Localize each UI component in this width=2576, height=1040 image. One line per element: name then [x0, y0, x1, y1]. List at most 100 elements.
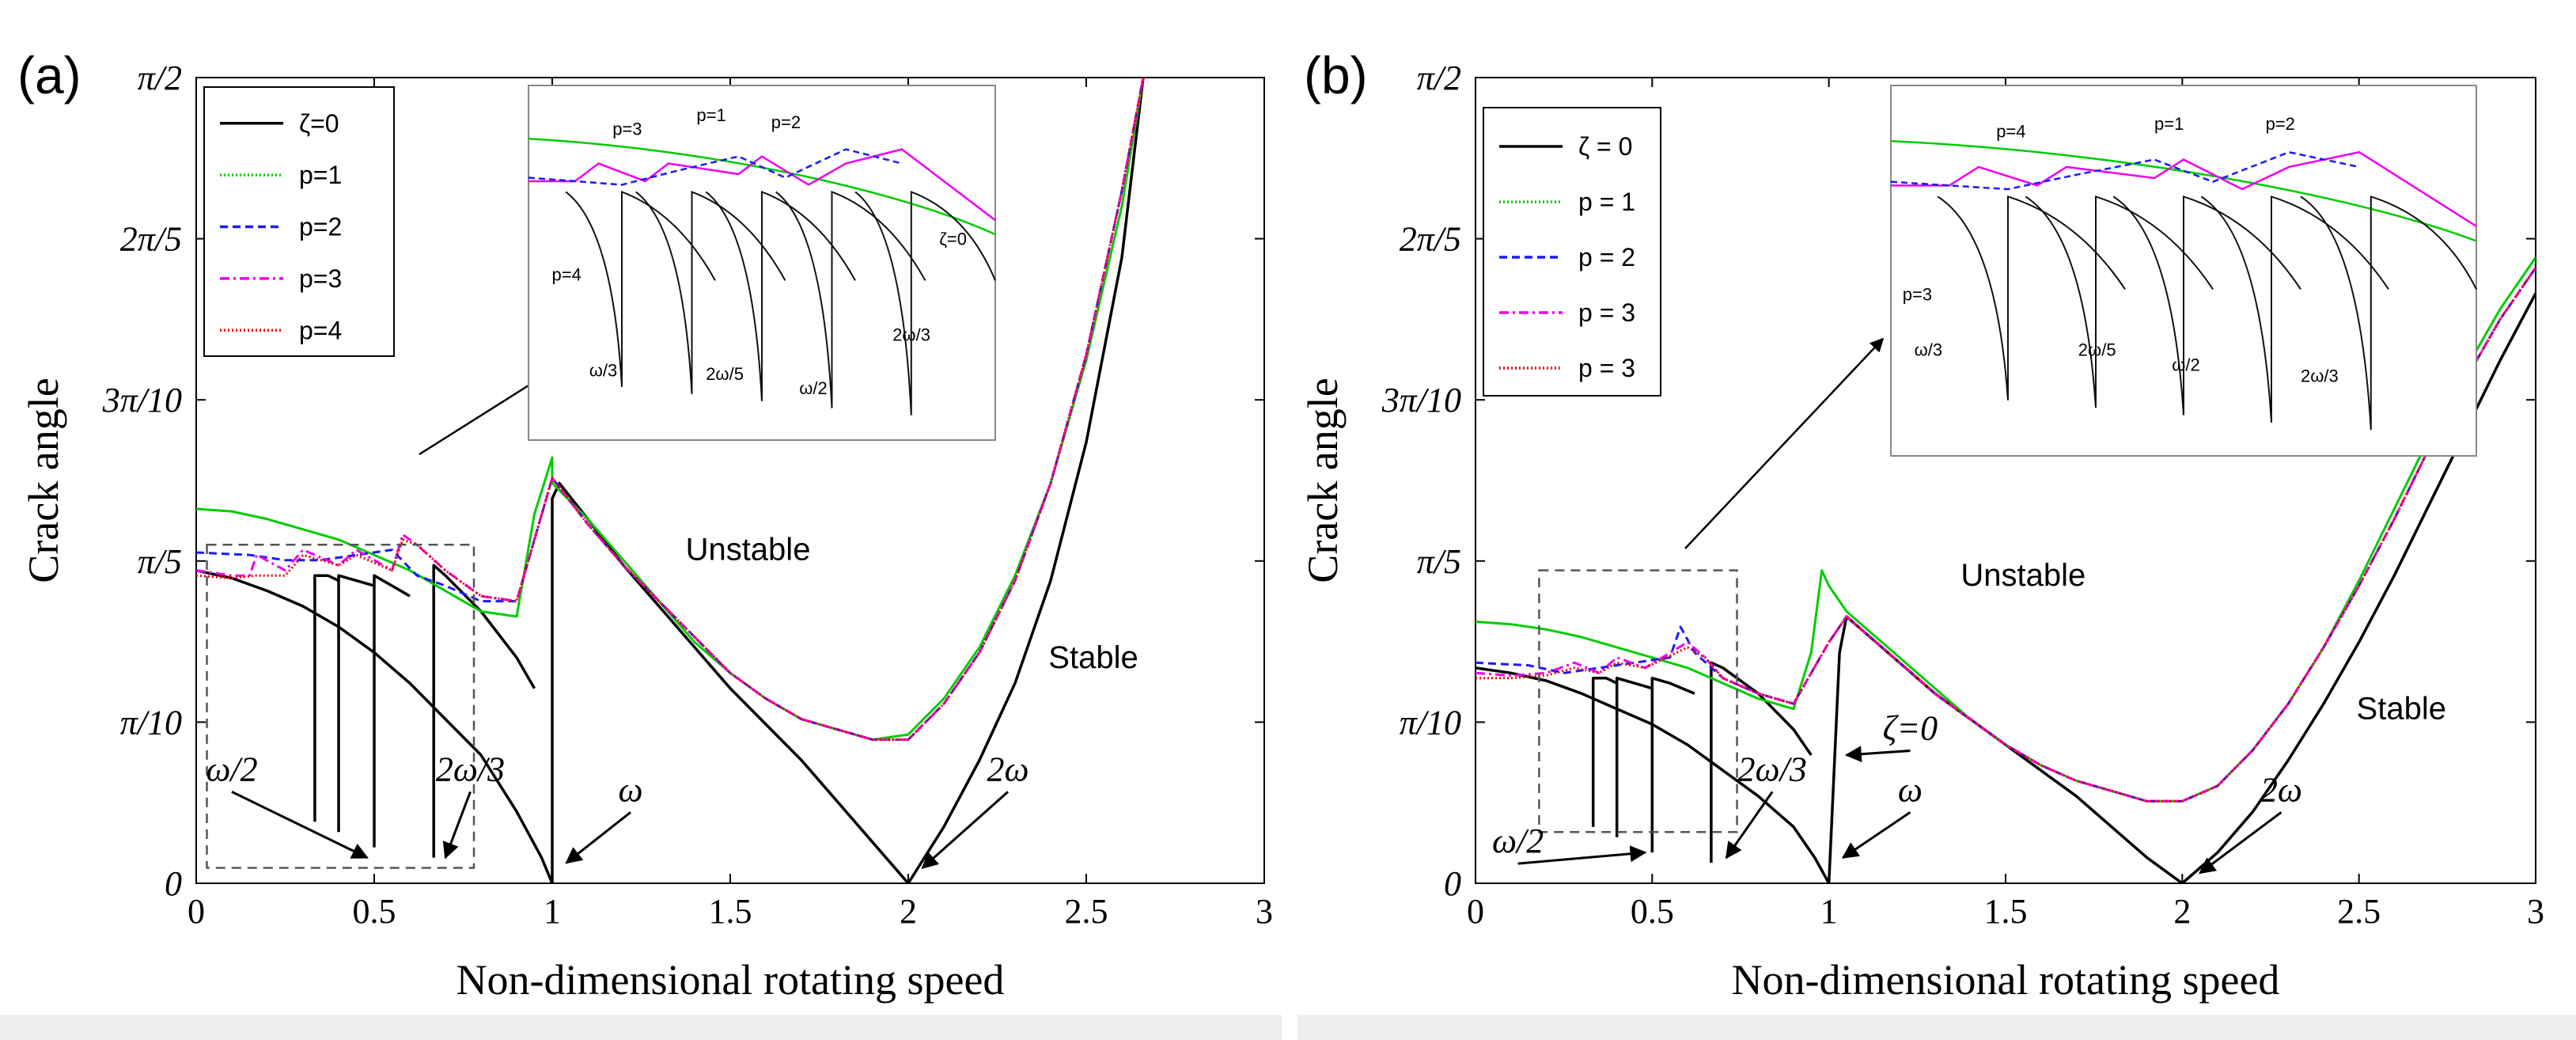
inset-label: 2ω/3 [2301, 366, 2339, 385]
zoom-arrow [1684, 337, 1885, 549]
annotation-label: ω [1898, 770, 1923, 809]
annotation-arrow [1844, 746, 1911, 763]
x-tick-label: 3 [1256, 892, 1273, 931]
y-axis-label: Crack angle [20, 378, 67, 583]
legend-label: p = 3 [1578, 354, 1635, 382]
x-tick-label: 0.5 [1631, 892, 1674, 931]
y-tick-label: 2π/5 [120, 220, 182, 259]
region-label: Stable [2357, 692, 2446, 727]
annotation-arrow [2198, 811, 2282, 875]
annotation-label: 2ω/3 [436, 750, 505, 788]
series-group [196, 78, 1145, 883]
series-line-p-1 [196, 78, 1145, 741]
inset-zeta-branch [635, 190, 786, 394]
y-tick-label: π/2 [138, 59, 182, 97]
legend-label: p=1 [299, 161, 342, 189]
y-tick-label: 3π/10 [102, 381, 182, 419]
annotation-arrow [1841, 811, 1911, 859]
inset-label: p=2 [771, 112, 801, 132]
annotation-label: ω [618, 770, 642, 809]
x-tick-label: 1.5 [1984, 892, 2028, 931]
annotation-arrow [1517, 845, 1647, 865]
annotation-label: 2ω/3 [1738, 750, 1807, 788]
x-tick-label: 2 [2173, 892, 2191, 931]
series-line--0-2-5-branch- [1615, 677, 1653, 837]
inset-label: ζ=0 [939, 230, 967, 249]
inset-label: ω/3 [589, 360, 618, 380]
inset-zeta-branch [2200, 195, 2389, 423]
y-tick-label: π/5 [138, 542, 182, 581]
inset-zeta-branch [565, 190, 716, 387]
x-tick-label: 1 [1820, 892, 1838, 931]
legend-box [1483, 107, 1661, 397]
annotation-arrow [565, 811, 631, 864]
inset-zeta-branch [775, 190, 926, 408]
legend-label: ζ=0 [299, 109, 339, 138]
y-tick-label: π/10 [120, 703, 182, 742]
x-tick-label: 1.5 [709, 892, 752, 931]
inset-label: p=4 [552, 264, 581, 284]
annotation-label: 2ω [987, 750, 1029, 788]
series-line--0-2-5-branch- [337, 574, 375, 833]
inset-zeta-branch [854, 190, 996, 416]
inset-zeta-branch [2300, 195, 2477, 431]
y-tick-label: 0 [165, 864, 182, 903]
inset-zeta-branch [1937, 195, 2126, 400]
annotation-label: ω/2 [1492, 822, 1544, 860]
footer-strip [0, 1015, 1282, 1040]
inset-content: p=4 p=1 p=2 p=3 2ω/5 ω/3 ω/2 2ω/3 [1890, 114, 2477, 431]
inset-zeta-branch [705, 190, 856, 401]
inset-zeta-branch [2025, 195, 2214, 408]
inset-label: p=1 [696, 105, 725, 125]
panel-label: (a) [17, 46, 81, 104]
inset-label: p=2 [2266, 114, 2295, 134]
annotation-label: ω/2 [206, 750, 257, 788]
series-line--0-3-branch- [1591, 677, 1618, 827]
inset-label: ω/3 [1915, 340, 1943, 360]
y-tick-label: 2π/5 [1400, 220, 1461, 259]
y-axis-label: Crack angle [1299, 378, 1347, 583]
inset-label: 2ω/3 [892, 325, 930, 345]
y-tick-label: 3π/10 [1381, 381, 1461, 419]
x-tick-label: 0 [1467, 892, 1484, 931]
series-line--0-3-branch- [313, 574, 339, 822]
series-line--0-2-branch- [373, 574, 411, 848]
series-line-p-1 [1476, 256, 2536, 803]
zoom-box [206, 544, 475, 869]
chart-panel-b: 0 0.5 1 1.5 2 2.5 3 0 π/10 π/5 3π/10 2π/5 π/2 Non-dim… [1297, 46, 2576, 1040]
inset-label: 2ω/5 [2078, 340, 2116, 360]
inset-label: ω/2 [2172, 355, 2200, 374]
legend-label: p=3 [299, 264, 342, 293]
legend-label: p = 1 [1578, 188, 1635, 216]
inset-label: p=3 [612, 120, 642, 139]
y-tick-label: π/10 [1400, 703, 1461, 742]
y-tick-label: π/2 [1417, 59, 1461, 97]
inset-label: p=4 [1996, 122, 2025, 142]
inset-label: p=1 [2154, 114, 2184, 134]
legend-label: p = 3 [1578, 298, 1635, 327]
x-axis-label: Non-dimensional rotating speed [456, 956, 1005, 1004]
y-tick-label: 0 [1444, 864, 1461, 903]
inset-p1-curve [1890, 139, 2477, 242]
legend-label: p=4 [299, 316, 342, 344]
inset-label: ω/2 [799, 378, 828, 398]
inset-content: p=3 p=1 p=2 p=4 ζ=0 2ω/3 ω/3 2ω/5 ω/2 [528, 105, 996, 416]
x-tick-label: 0.5 [353, 892, 396, 931]
annotation-label: 2ω [2260, 770, 2302, 809]
legend-box [203, 86, 395, 357]
annotation-arrow [921, 791, 1009, 869]
series-line--0-2-branch- [1650, 677, 1695, 853]
inset-label: p=3 [1903, 284, 1932, 304]
inset-p2-curve [528, 148, 903, 186]
inset-label: 2ω/5 [706, 364, 744, 384]
annotation-arrow [1725, 791, 1774, 860]
x-tick-label: 2.5 [2337, 892, 2381, 931]
annotation-arrow [442, 791, 472, 860]
series-line-p-3-red- [1476, 267, 2536, 803]
legend-label: p = 2 [1578, 243, 1635, 271]
inset-p3-curve [528, 148, 996, 222]
series-group [1476, 256, 2536, 883]
x-axis-label: Non-dimensional rotating speed [1732, 956, 2280, 1004]
legend-label: ζ = 0 [1578, 132, 1632, 161]
